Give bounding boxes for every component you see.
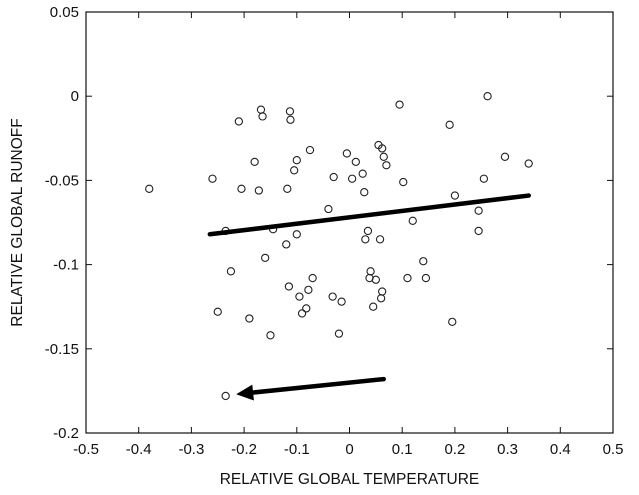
arrow-annotation bbox=[236, 376, 387, 401]
data-point bbox=[290, 166, 299, 175]
x-tick-label: 0.5 bbox=[603, 441, 624, 458]
data-point bbox=[361, 235, 370, 244]
data-point bbox=[297, 309, 307, 318]
data-point bbox=[382, 161, 391, 170]
x-tick-label: -0.2 bbox=[231, 441, 257, 458]
data-point bbox=[371, 275, 380, 284]
y-tick-label: -0.1 bbox=[53, 257, 79, 274]
data-point bbox=[256, 105, 266, 114]
data-point bbox=[500, 152, 510, 161]
data-point bbox=[261, 253, 270, 263]
y-tick-label: -0.05 bbox=[45, 172, 79, 189]
x-tick-label: 0 bbox=[345, 441, 353, 458]
y-tick-label: 0 bbox=[71, 88, 79, 105]
data-point bbox=[450, 191, 460, 200]
x-axis-ticks bbox=[85, 12, 614, 433]
data-point bbox=[376, 294, 386, 303]
data-point bbox=[292, 156, 301, 165]
data-point bbox=[378, 287, 387, 296]
x-tick-label: 0.4 bbox=[550, 441, 571, 458]
data-point bbox=[305, 145, 315, 155]
x-tick-label: -0.5 bbox=[73, 441, 99, 458]
data-point bbox=[308, 273, 317, 283]
data-point bbox=[145, 184, 154, 193]
data-point bbox=[474, 206, 483, 215]
data-point bbox=[347, 174, 357, 183]
y-axis-label: RELATIVE GLOBAL RUNOFF bbox=[9, 118, 26, 326]
data-point bbox=[283, 184, 292, 193]
data-point bbox=[328, 292, 337, 301]
y-tick-label: 0.05 bbox=[50, 4, 79, 21]
y-axis-tick-labels: 0.05 0 -0.05 -0.1 -0.15 -0.2 bbox=[45, 4, 79, 442]
data-point bbox=[421, 273, 431, 283]
data-point bbox=[226, 267, 236, 276]
data-point bbox=[351, 157, 360, 167]
data-point bbox=[285, 107, 295, 116]
data-point bbox=[408, 216, 417, 225]
scatter-points bbox=[145, 92, 533, 401]
arrow-head bbox=[236, 384, 254, 401]
x-tick-label: -0.3 bbox=[178, 441, 204, 458]
x-tick-label: -0.4 bbox=[126, 441, 152, 458]
data-point bbox=[258, 112, 267, 121]
arrow-shaft bbox=[250, 376, 387, 395]
x-tick-label: -0.1 bbox=[284, 441, 310, 458]
data-point bbox=[379, 152, 388, 161]
data-point bbox=[286, 115, 295, 124]
data-point bbox=[479, 174, 489, 183]
data-point bbox=[448, 317, 457, 327]
data-point bbox=[282, 240, 291, 249]
data-point bbox=[366, 267, 375, 276]
data-point bbox=[360, 188, 369, 197]
data-point bbox=[250, 157, 259, 167]
data-point bbox=[399, 177, 408, 187]
data-point bbox=[329, 172, 338, 182]
data-point bbox=[334, 329, 344, 338]
data-point bbox=[208, 174, 217, 183]
data-point bbox=[403, 273, 412, 283]
data-point bbox=[266, 331, 275, 340]
y-tick-label: -0.2 bbox=[53, 425, 79, 442]
plot-area-frame bbox=[85, 11, 614, 434]
data-point bbox=[419, 257, 428, 266]
x-tick-label: 0.2 bbox=[444, 441, 465, 458]
data-point bbox=[292, 230, 301, 239]
x-axis-tick-labels: -0.5 -0.4 -0.3 -0.2 -0.1 0 0.1 0.2 0.3 0.4 0.5 bbox=[73, 441, 623, 458]
y-axis-ticks bbox=[86, 11, 613, 434]
data-point bbox=[254, 186, 264, 195]
data-point bbox=[474, 226, 483, 236]
data-point bbox=[234, 117, 243, 126]
data-point bbox=[295, 292, 304, 301]
data-point bbox=[378, 144, 387, 153]
x-axis-label: RELATIVE GLOBAL TEMPERATURE bbox=[220, 471, 480, 488]
data-point bbox=[324, 204, 333, 214]
data-point bbox=[395, 100, 404, 109]
data-point bbox=[358, 169, 367, 178]
data-point bbox=[483, 92, 492, 101]
data-point bbox=[363, 226, 373, 236]
data-point bbox=[213, 307, 222, 316]
data-point bbox=[304, 285, 313, 295]
data-point bbox=[245, 314, 254, 323]
data-point bbox=[221, 391, 230, 401]
trend-line bbox=[207, 193, 531, 237]
data-point bbox=[302, 304, 311, 313]
data-point bbox=[369, 302, 378, 311]
data-point bbox=[237, 184, 246, 193]
data-point bbox=[337, 297, 346, 306]
data-point bbox=[445, 120, 454, 129]
x-tick-label: 0.1 bbox=[392, 441, 413, 458]
x-tick-label: 0.3 bbox=[497, 441, 518, 458]
data-point bbox=[342, 149, 352, 158]
data-point bbox=[284, 282, 294, 291]
data-point bbox=[524, 159, 533, 168]
data-point bbox=[375, 235, 385, 244]
y-tick-label: -0.15 bbox=[45, 341, 79, 358]
